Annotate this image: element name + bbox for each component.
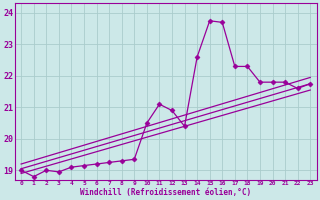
X-axis label: Windchill (Refroidissement éolien,°C): Windchill (Refroidissement éolien,°C) [80, 188, 251, 197]
